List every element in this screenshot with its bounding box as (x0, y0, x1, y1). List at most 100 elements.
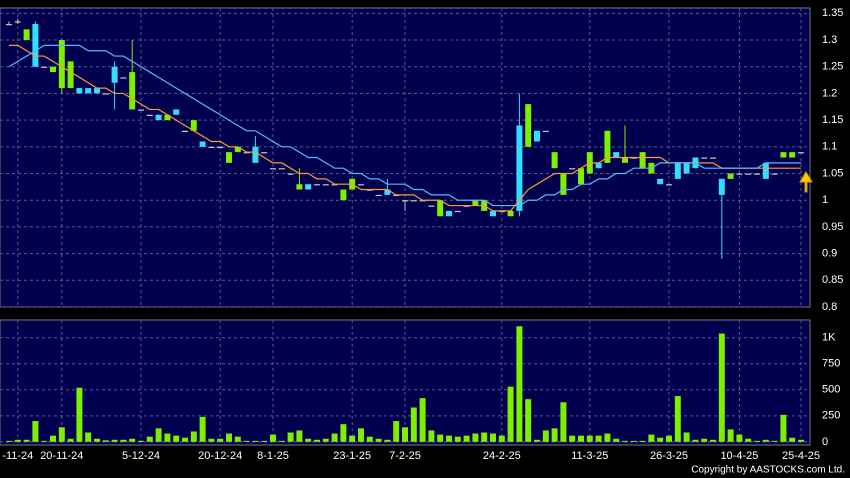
volume-bar (102, 440, 109, 442)
volume-bar (551, 428, 558, 442)
volume-bar (745, 438, 752, 442)
volume-bar (138, 440, 144, 442)
candle-body (314, 184, 320, 186)
candle-body (23, 29, 30, 41)
candle-body (683, 162, 690, 174)
volume-bar (736, 434, 743, 442)
y-tick-label: 0.95 (822, 221, 843, 233)
volume-bar (516, 326, 523, 442)
volume-bar (419, 398, 426, 442)
volume-bar (146, 436, 153, 442)
volume-bar (182, 437, 188, 442)
candle-body (604, 130, 611, 163)
volume-bar (226, 433, 232, 442)
x-tick-label: 5-12-24 (122, 450, 160, 462)
candle-body (111, 66, 118, 83)
volume-bar (384, 439, 391, 442)
volume-bar (560, 402, 567, 442)
volume-bar (358, 428, 364, 442)
volume-bar (14, 439, 21, 442)
candle-body (76, 88, 83, 94)
x-tick-label: 7-2-25 (389, 450, 421, 462)
volume-bar (692, 439, 699, 442)
y-tick-label: 500 (822, 384, 840, 396)
volume-bar (683, 432, 690, 442)
candle-body (261, 152, 268, 154)
volume-bar (578, 435, 584, 442)
candle-body (296, 184, 303, 190)
x-tick-label: 23-1-25 (333, 450, 371, 462)
candle-body (613, 152, 620, 158)
volume-bar (50, 435, 56, 442)
y-tick-label: 1.15 (822, 114, 843, 126)
volume-bar (164, 433, 171, 442)
volume-bar (410, 407, 417, 442)
y-tick-label: 1K (822, 332, 836, 344)
volume-bar (586, 435, 593, 442)
volume-bar (252, 440, 259, 442)
candle-body (138, 109, 144, 111)
volume-bar (771, 440, 778, 442)
x-tick-label: -11-24 (2, 450, 33, 462)
candle-body (762, 162, 769, 179)
y-tick-label: 0 (822, 436, 828, 448)
candle-body (560, 173, 567, 195)
volume-bar (437, 434, 444, 442)
y-tick-label: 1.3 (822, 34, 837, 46)
volume-bar (32, 421, 39, 442)
candle-body (727, 173, 734, 179)
volume-bar (754, 440, 760, 442)
volume-bar (710, 439, 716, 442)
x-tick-label: 20-11-24 (40, 450, 83, 462)
candle-body (780, 152, 787, 158)
candle-body (41, 66, 48, 68)
candle-body (190, 120, 197, 131)
candle-body (516, 125, 523, 211)
x-tick-label: 10-4-25 (720, 450, 758, 462)
volume-bar (789, 437, 796, 442)
candle-body (745, 173, 752, 175)
candle-body (6, 24, 12, 26)
candle-body (164, 114, 171, 121)
candle-body (542, 130, 549, 133)
x-tick-label: 25-4-25 (782, 450, 820, 462)
volume-bar (701, 438, 708, 442)
candle-body (754, 173, 760, 175)
volume-bar (67, 438, 74, 442)
volume-bar (639, 440, 646, 442)
y-tick-label: 250 (822, 410, 840, 422)
candle-body (525, 104, 532, 147)
candle-body (217, 146, 224, 149)
volume-bar (402, 427, 408, 442)
volume-bar (287, 432, 294, 442)
volume-bar (41, 440, 48, 442)
candle-body (622, 157, 628, 163)
candle-body (120, 77, 127, 79)
volume-bar (490, 433, 496, 442)
volume-bar (261, 440, 268, 442)
volume-bar (446, 435, 452, 442)
candle-body (798, 152, 804, 154)
volume-bar (762, 439, 769, 442)
volume-bar (199, 416, 206, 442)
candle-body (410, 200, 417, 202)
volume-bar (542, 430, 549, 442)
x-tick-label: 20-12-24 (198, 450, 242, 462)
latest-arrow (799, 171, 813, 193)
candle-body (771, 173, 778, 175)
candle-body (94, 88, 100, 94)
volume-bar (190, 431, 197, 442)
volume-bar (727, 429, 734, 442)
volume-bar (595, 435, 602, 442)
candle-body (155, 114, 162, 121)
candle-body (736, 173, 743, 175)
volume-bar (6, 440, 12, 442)
volume-bar (85, 432, 92, 442)
candle-body (674, 162, 681, 179)
volume-bar (217, 438, 224, 442)
moving-average (8, 44, 801, 207)
y-tick-label: 1.25 (822, 61, 843, 73)
candle-body (437, 200, 444, 217)
candle-body (58, 40, 65, 89)
